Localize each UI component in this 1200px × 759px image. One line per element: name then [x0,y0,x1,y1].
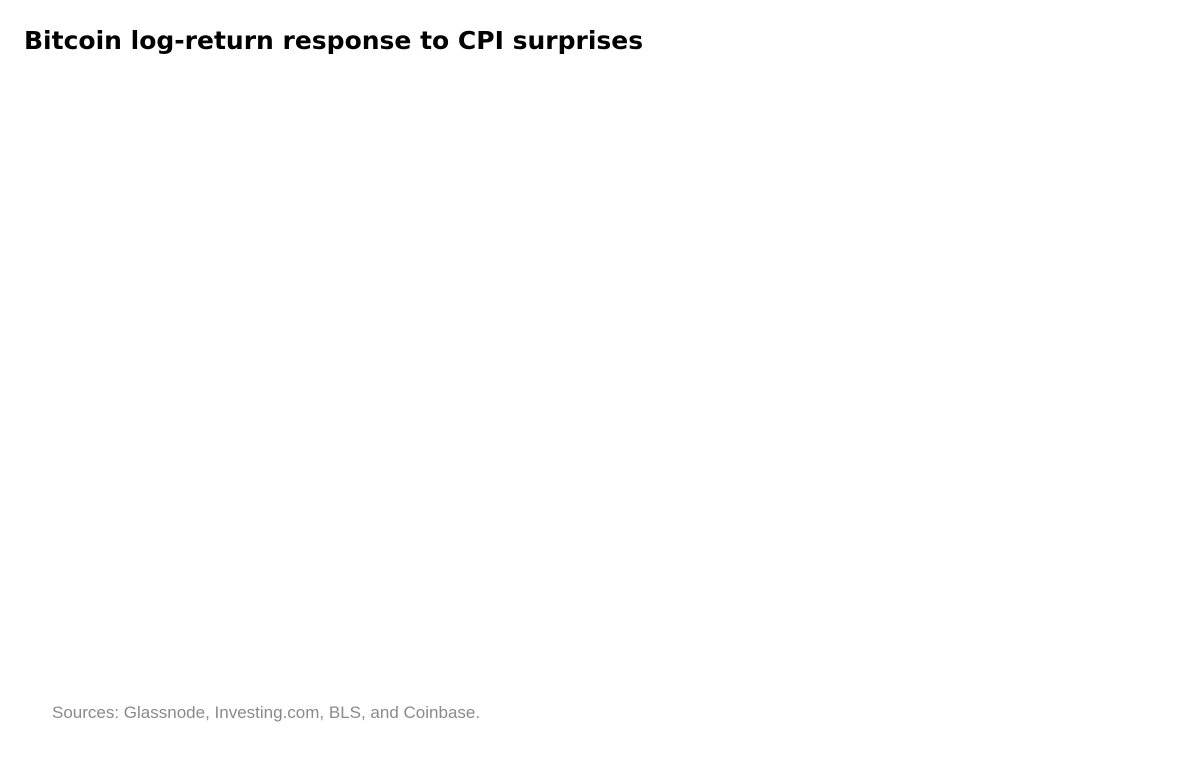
chart-title: Bitcoin log-return response to CPI surpr… [24,26,644,55]
source-note: Sources: Glassnode, Investing.com, BLS, … [52,703,481,722]
